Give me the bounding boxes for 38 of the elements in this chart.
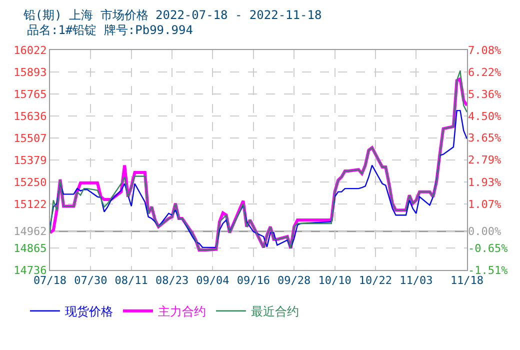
y2-tick-label: -1.51% <box>468 264 508 277</box>
y2-tick-label: -0.65% <box>468 242 508 255</box>
x-tick-label: 09/16 <box>236 274 270 288</box>
x-tick-label: 09/04 <box>196 274 230 288</box>
y-tick-label: 15765 <box>14 88 47 101</box>
y2-tick-label: 0.00% <box>468 225 502 238</box>
y-tick-label: 15507 <box>14 132 47 145</box>
x-tick-label: 11/03 <box>400 274 433 288</box>
x-tick-label: 07/30 <box>74 274 108 288</box>
y-tick-label: 14736 <box>14 264 47 277</box>
y-tick-label: 15893 <box>14 66 47 79</box>
y-tick-label: 15122 <box>14 198 47 211</box>
x-tick-label: 11/18 <box>450 274 484 288</box>
chart-title: 铅(期) 上海 市场价格 2022-07-18 - 2022-11-18 <box>22 8 322 22</box>
y2-tick-label: 2.79% <box>468 154 502 167</box>
legend-label: 主力合约 <box>158 304 206 319</box>
y2-tick-label: 4.50% <box>468 110 502 123</box>
y-tick-label: 15636 <box>14 110 47 123</box>
y2-tick-label: 1.93% <box>468 176 502 189</box>
legend-label: 最近合约 <box>250 304 299 319</box>
legend-label: 现货价格 <box>64 304 113 319</box>
x-tick-label: 09/28 <box>278 274 311 288</box>
y-tick-label: 15250 <box>14 176 47 189</box>
chart-subtitle: 品名:1#铅锭 牌号:Pb99.994 <box>27 23 193 37</box>
y2-tick-label: 1.07% <box>468 198 502 211</box>
x-tick-label: 07/18 <box>33 274 67 288</box>
x-tick-label: 10/22 <box>358 274 392 288</box>
y-tick-label: 14865 <box>14 242 47 255</box>
x-tick-label: 10/10 <box>318 274 352 288</box>
y-tick-label: 15379 <box>14 154 47 167</box>
y2-tick-label: 7.08% <box>468 44 502 57</box>
y-tick-label: 16022 <box>14 44 47 57</box>
y-tick-label: 14962 <box>14 225 47 238</box>
x-tick-label: 08/11 <box>114 274 148 288</box>
y2-tick-label: 6.22% <box>468 66 502 79</box>
x-tick-label: 08/23 <box>155 274 189 288</box>
y2-tick-label: 3.65% <box>468 132 502 145</box>
y2-tick-label: 5.36% <box>468 88 502 101</box>
